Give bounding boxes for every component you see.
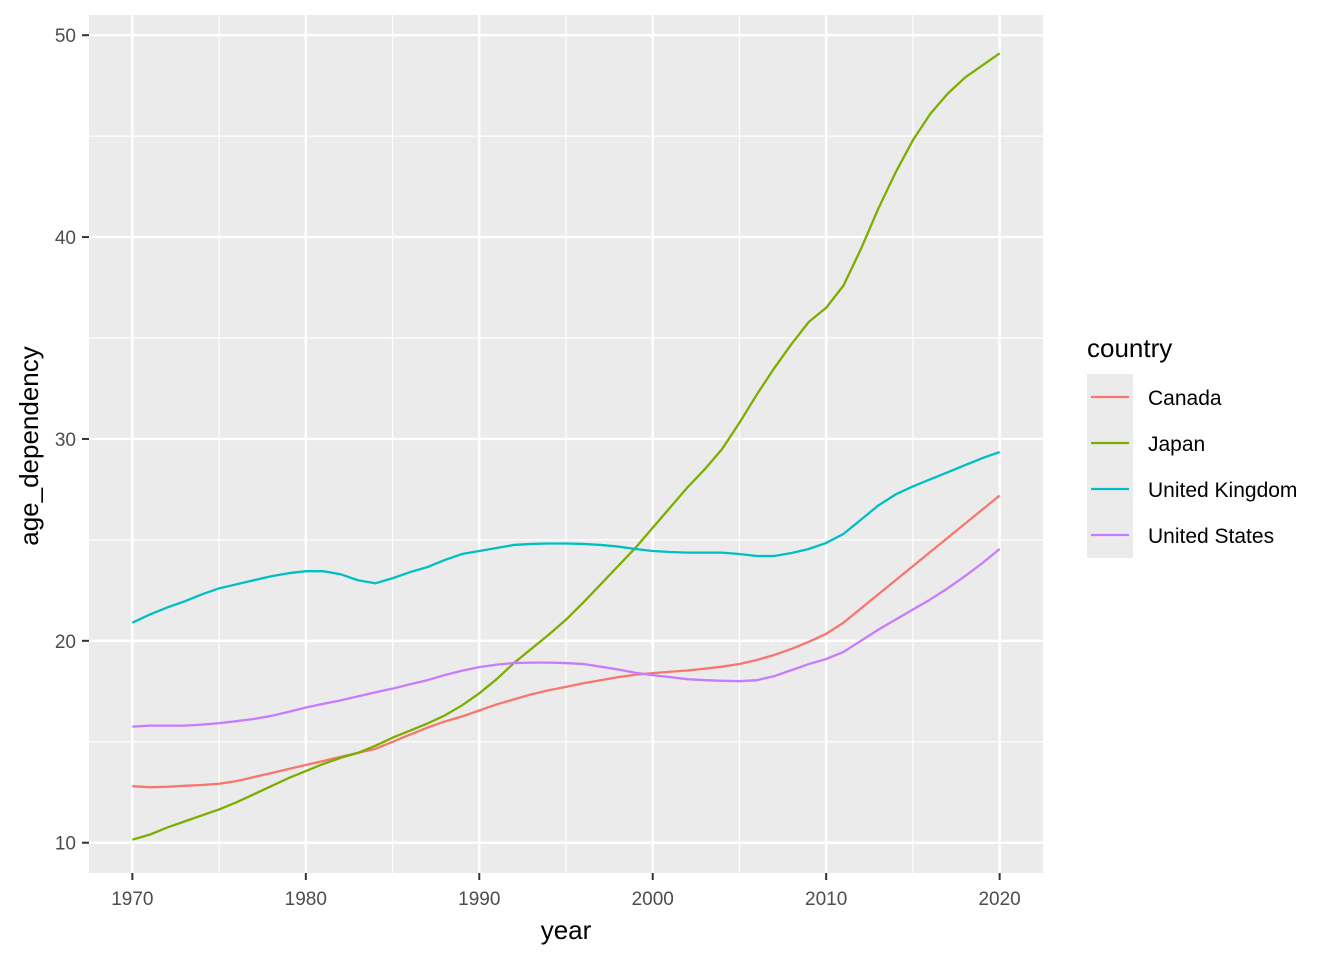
- legend-label-canada: Canada: [1148, 387, 1222, 410]
- x-tick-label: 1970: [111, 889, 153, 910]
- legend-key-background: [1087, 374, 1133, 558]
- x-axis-title: year: [541, 915, 592, 945]
- legend-label-united-states: United States: [1148, 525, 1274, 548]
- x-tick-label: 1990: [458, 889, 500, 910]
- series-line-japan: [132, 52, 1001, 841]
- x-tick-label: 2010: [805, 889, 847, 910]
- series-line-united-states: [132, 548, 1001, 728]
- x-tick-label: 2000: [632, 889, 674, 910]
- legend: country Canada Japan United Kingdom United …: [1087, 333, 1297, 558]
- series-line-canada: [132, 494, 1001, 789]
- y-axis-title: age_dependency: [14, 346, 44, 546]
- major-gridlines: [89, 15, 1043, 873]
- x-tick-label: 1980: [285, 889, 327, 910]
- legend-label-united-kingdom: United Kingdom: [1148, 479, 1297, 502]
- series-line-united-kingdom: [131, 450, 1001, 624]
- y-tick-label: 50: [55, 26, 76, 47]
- legend-label-japan: Japan: [1148, 433, 1205, 456]
- legend-items: Canada Japan United Kingdom United States: [1087, 374, 1297, 558]
- legend-title: country: [1087, 333, 1172, 363]
- y-tick-label: 10: [55, 834, 76, 855]
- series-lines: [131, 52, 1001, 841]
- x-tick-label: 2020: [978, 889, 1020, 910]
- y-tick-label: 30: [55, 430, 76, 451]
- y-tick-label: 40: [55, 228, 76, 249]
- minor-gridlines: [89, 15, 1043, 873]
- axis-ticks: [82, 34, 1001, 880]
- y-tick-label: 20: [55, 632, 76, 653]
- tick-labels: 1970 1980 1990 2000 2010 2020 10 20 30 40 50: [55, 26, 1021, 910]
